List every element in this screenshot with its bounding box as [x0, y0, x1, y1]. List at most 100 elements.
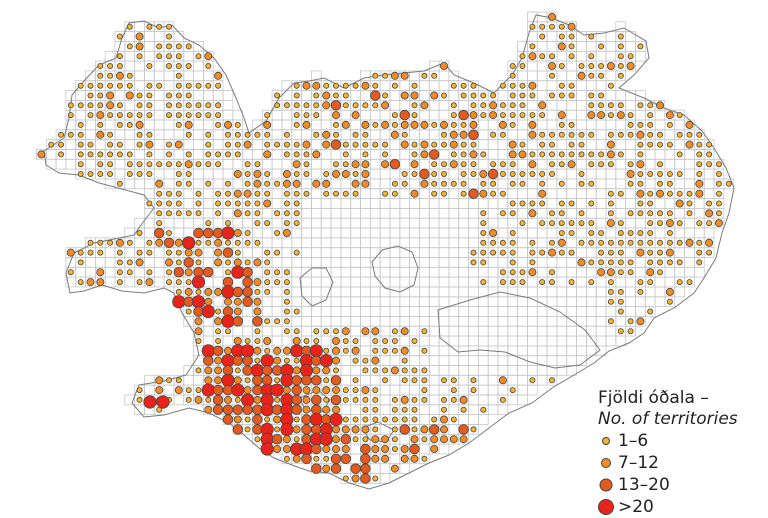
- territory-symbol: [548, 62, 557, 71]
- territory-symbol: [244, 259, 251, 266]
- grid-cell: [477, 394, 489, 406]
- grid-cell: [134, 404, 145, 416]
- territory-symbol: [460, 151, 467, 158]
- grid-cell: [261, 207, 273, 219]
- grid-cell: [134, 60, 145, 72]
- grid-cell: [497, 325, 509, 337]
- territory-symbol: [509, 387, 516, 394]
- grid-cell: [536, 237, 548, 249]
- territory-symbol: [283, 328, 290, 335]
- territory-symbol: [499, 396, 506, 403]
- grid-cell: [468, 306, 479, 317]
- territory-symbol: [292, 179, 301, 188]
- territory-symbol: [666, 141, 673, 148]
- territory-symbol: [460, 141, 467, 148]
- grid-cell: [635, 217, 646, 229]
- territory-symbol: [715, 210, 722, 217]
- territory-symbol: [293, 210, 300, 217]
- territory-symbol: [430, 444, 439, 453]
- territory-symbol: [450, 82, 457, 89]
- grid-cell: [340, 129, 352, 141]
- territory-symbol: [558, 131, 565, 138]
- grid-cell: [350, 90, 361, 101]
- territory-symbol: [340, 434, 352, 445]
- territory-symbol: [549, 239, 556, 246]
- territory-symbol: [146, 63, 153, 70]
- territory-symbol: [568, 92, 575, 99]
- grid-cell: [350, 315, 361, 327]
- territory-symbol: [509, 210, 516, 217]
- grid-cell: [320, 119, 332, 131]
- grid-cell: [134, 70, 145, 82]
- territory-symbol: [362, 367, 369, 374]
- grid-cell: [409, 129, 420, 141]
- territory-symbol: [87, 82, 94, 89]
- territory-symbol: [362, 141, 369, 148]
- grid-cell: [124, 139, 136, 150]
- grid-cell: [487, 266, 499, 278]
- grid-cell: [301, 247, 312, 258]
- territory-symbol: [290, 344, 304, 358]
- territory-symbol: [382, 377, 389, 384]
- grid-cell: [566, 296, 577, 308]
- grid-cell: [595, 119, 607, 131]
- grid-cell: [271, 158, 283, 170]
- territory-symbol: [372, 347, 379, 354]
- grid-cell: [438, 100, 450, 111]
- grid-cell: [271, 335, 283, 347]
- territory-symbol: [695, 179, 704, 188]
- grid-cell: [477, 384, 489, 396]
- grid-cell: [586, 315, 597, 327]
- territory-symbol: [273, 415, 282, 424]
- territory-symbol: [224, 220, 231, 227]
- grid-cell: [487, 374, 499, 386]
- grid-cell: [458, 315, 469, 327]
- territory-symbol: [528, 130, 537, 139]
- grid-cell: [536, 257, 548, 268]
- grid-cell: [625, 100, 636, 111]
- territory-symbol: [469, 111, 478, 120]
- territory-symbol: [175, 72, 182, 79]
- territory-symbol: [470, 377, 477, 384]
- grid-cell: [527, 315, 538, 327]
- grid-cell: [546, 227, 558, 239]
- grid-cell: [586, 247, 597, 258]
- territory-symbol: [705, 209, 714, 218]
- glacier-outline: [437, 291, 601, 369]
- grid-cell: [340, 198, 352, 209]
- grid-cell: [320, 109, 332, 121]
- territory-symbol: [136, 170, 143, 177]
- territory-symbol: [617, 298, 624, 305]
- territory-symbol: [411, 377, 418, 384]
- grid-cell: [497, 335, 509, 347]
- grid-cell: [350, 276, 361, 288]
- grid-cell: [477, 306, 489, 317]
- territory-symbol: [391, 426, 398, 433]
- territory-symbol: [382, 141, 389, 148]
- territory-symbol: [322, 179, 331, 188]
- territory-symbol: [280, 373, 294, 387]
- territory-symbol: [97, 170, 104, 177]
- territory-symbol: [568, 53, 575, 60]
- territory-symbol: [260, 403, 274, 417]
- territory-symbol: [549, 141, 556, 148]
- territory-symbol: [97, 82, 104, 89]
- territory-symbol: [155, 376, 164, 385]
- grid-cell: [183, 198, 195, 209]
- territory-symbol: [351, 179, 360, 188]
- territory-symbol: [224, 180, 231, 187]
- grid-cell: [546, 109, 558, 121]
- grid-cell: [674, 227, 686, 239]
- grid-cell: [468, 365, 479, 376]
- territory-symbol: [470, 102, 477, 109]
- territory-symbol: [539, 53, 546, 60]
- grid-cell: [497, 404, 509, 416]
- territory-symbol: [330, 375, 342, 386]
- territory-symbol: [203, 227, 214, 239]
- grid-cell: [448, 188, 460, 200]
- territory-symbol: [459, 395, 468, 404]
- territory-symbol: [291, 384, 302, 396]
- territory-symbol: [607, 288, 614, 295]
- grid-cell: [153, 139, 165, 150]
- grid-cell: [497, 90, 509, 101]
